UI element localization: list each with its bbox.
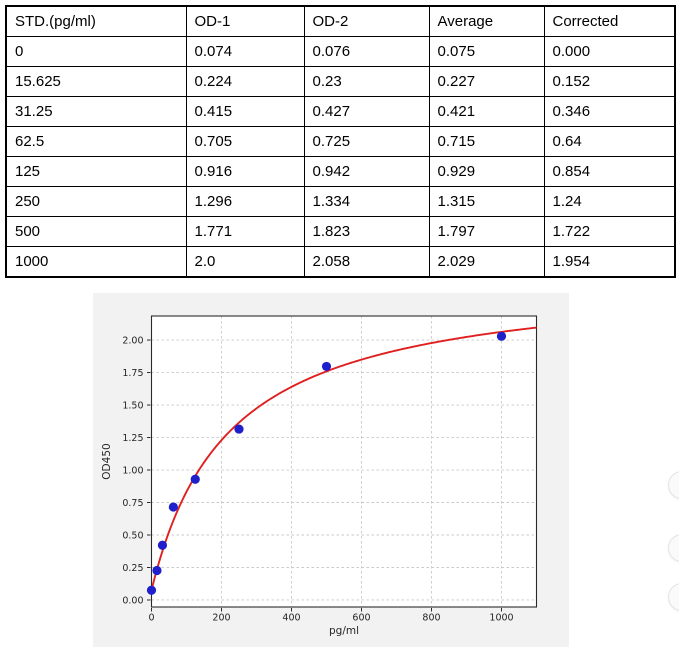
x-tick-label: 200	[212, 613, 230, 624]
table-cell: 0.929	[428, 156, 545, 187]
table-cell: 0.715	[428, 126, 545, 157]
floating-circle-button-1[interactable]	[668, 471, 679, 499]
table-row: 250 1.296 1.334 1.315 1.24	[5, 186, 676, 217]
y-tick-label: 0.25	[122, 563, 143, 574]
table-row: 0 0.074 0.076 0.075 0.000	[5, 36, 676, 67]
data-point	[146, 585, 157, 595]
table-cell: 1.296	[185, 186, 305, 217]
floating-circle-button-2[interactable]	[668, 534, 679, 562]
data-point	[234, 424, 244, 434]
floating-circle-button-3[interactable]	[668, 583, 679, 611]
table-cell: 0.942	[303, 156, 430, 187]
table-cell: 2.0	[185, 246, 305, 278]
column-header: Corrected	[543, 5, 676, 37]
table-row: 15.625 0.224 0.23 0.227 0.152	[5, 66, 676, 97]
table-cell: 1.334	[303, 186, 430, 217]
data-point	[190, 474, 200, 484]
table-cell: 0.346	[543, 96, 676, 127]
table-cell: 0.854	[543, 156, 676, 187]
table-row: 31.25 0.415 0.427 0.421 0.346	[5, 96, 676, 127]
table-cell: 1.823	[303, 216, 430, 247]
table-cell: 1.954	[543, 246, 676, 278]
table-cell: 0	[5, 36, 187, 67]
table-cell: 1.722	[543, 216, 676, 247]
column-header: STD.(pg/ml)	[5, 5, 187, 37]
table-cell: 2.058	[303, 246, 430, 278]
plot-area	[151, 316, 537, 607]
table-cell: 0.725	[303, 126, 430, 157]
data-point	[321, 361, 332, 372]
table-cell: 0.224	[185, 66, 305, 97]
table-cell: 0.64	[543, 126, 676, 157]
y-tick-label: 1.00	[122, 465, 143, 476]
table-cell: 0.23	[303, 66, 430, 97]
x-axis-label: pg/ml	[329, 625, 359, 637]
y-tick-label: 1.25	[122, 433, 143, 444]
standards-table: STD.(pg/ml) OD-1 OD-2 Average Corrected 0 0.0…	[5, 5, 676, 278]
column-header: Average	[428, 5, 545, 37]
table-row: 62.5 0.705 0.725 0.715 0.64	[5, 126, 676, 157]
y-tick-label: 1.50	[122, 400, 143, 411]
table-cell: 1.797	[428, 216, 545, 247]
axes-spines	[150, 315, 538, 608]
table-row: 500 1.771 1.823 1.797 1.722	[5, 216, 676, 247]
table-cell: 0.000	[543, 36, 676, 67]
y-axis-label: OD450	[101, 443, 113, 479]
y-tick-label: 0.75	[122, 498, 143, 509]
y-tick-label: 1.75	[122, 368, 143, 379]
table-cell: 31.25	[5, 96, 187, 127]
data-point	[168, 502, 178, 512]
table-cell: 0.074	[185, 36, 305, 67]
column-header: OD-2	[303, 5, 430, 37]
data-point	[157, 540, 168, 550]
table-cell: 2.029	[428, 246, 545, 278]
x-tick-label: 0	[148, 613, 154, 624]
table-cell: 1000	[5, 246, 187, 278]
x-tick-label: 1000	[489, 613, 513, 624]
table-cell: 0.227	[428, 66, 545, 97]
table-cell: 0.076	[303, 36, 430, 67]
table-cell: 0.705	[185, 126, 305, 157]
table-row: 1000 2.0 2.058 2.029 1.954	[5, 246, 676, 278]
table-cell: 62.5	[5, 126, 187, 157]
data-point	[152, 565, 162, 576]
y-tick-label: 0.00	[122, 595, 143, 606]
table-cell: 1.24	[543, 186, 676, 217]
data-point	[496, 331, 507, 341]
column-header: OD-1	[185, 5, 305, 37]
x-tick-label: 800	[422, 613, 440, 624]
fit-curve	[150, 326, 537, 591]
x-tick-label: 400	[282, 613, 300, 624]
y-tick-label: 0.50	[122, 530, 143, 541]
table-cell: 0.916	[185, 156, 305, 187]
table-cell: 15.625	[5, 66, 187, 97]
table-cell: 0.415	[185, 96, 305, 127]
table-cell: 0.421	[428, 96, 545, 127]
table-header-row: STD.(pg/ml) OD-1 OD-2 Average Corrected	[5, 5, 676, 37]
x-tick-label: 600	[352, 613, 370, 624]
standard-curve-figure: 0 200 400 600 800 1000 0.00 0.25 0.50 0.75 1.00 1.2…	[93, 293, 569, 647]
standard-curve-chart: 0 200 400 600 800 1000 0.00 0.25 0.50 0.75 1.00 1.2…	[101, 315, 538, 637]
y-tick-label: 2.00	[122, 335, 143, 346]
table-cell: 0.427	[303, 96, 430, 127]
table-cell: 125	[5, 156, 187, 187]
table-cell: 1.771	[185, 216, 305, 247]
table-cell: 0.152	[543, 66, 676, 97]
table-cell: 1.315	[428, 186, 545, 217]
table-cell: 500	[5, 216, 187, 247]
table-cell: 0.075	[428, 36, 545, 67]
table-cell: 250	[5, 186, 187, 217]
table-row: 125 0.916 0.942 0.929 0.854	[5, 156, 676, 187]
